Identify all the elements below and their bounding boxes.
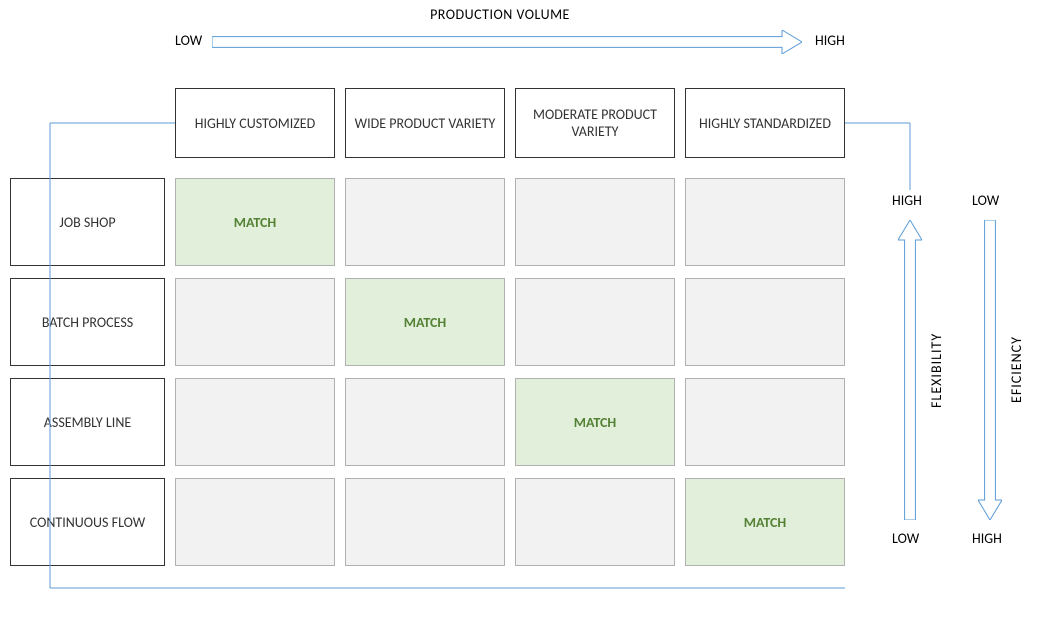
- row-header-1: BATCH PROCESS: [10, 278, 165, 366]
- data-cell-r3-c2: [515, 478, 675, 566]
- right-axis-1-bottom-label: HIGH: [972, 530, 1002, 547]
- data-cell-r1-c1: MATCH: [345, 278, 505, 366]
- column-header-0: HIGHLY CUSTOMIZED: [175, 88, 335, 158]
- data-cell-r2-c1: [345, 378, 505, 466]
- data-cell-r0-c2: [515, 178, 675, 266]
- column-header-2: MODERATE PRODUCT VARIETY: [515, 88, 675, 158]
- right-axis-0-title: FLEXIBILITY: [928, 280, 945, 460]
- data-cell-r1-c2: [515, 278, 675, 366]
- data-cell-r2-c3: [685, 378, 845, 466]
- column-header-3: HIGHLY STANDARDIZED: [685, 88, 845, 158]
- top-axis-high-label: HIGH: [815, 32, 845, 49]
- row-header-0: JOB SHOP: [10, 178, 165, 266]
- data-cell-r2-c0: [175, 378, 335, 466]
- top-axis-low-label: LOW: [175, 32, 202, 49]
- right-axis-0-arrow: [898, 220, 922, 520]
- data-cell-r3-c3: MATCH: [685, 478, 845, 566]
- top-axis-arrow: [212, 30, 802, 54]
- right-axis-1-top-label: LOW: [972, 192, 999, 209]
- right-axis-0-bottom-label: LOW: [892, 530, 919, 547]
- data-cell-r1-c0: [175, 278, 335, 366]
- data-cell-r3-c0: [175, 478, 335, 566]
- row-header-2: ASSEMBLY LINE: [10, 378, 165, 466]
- column-header-1: WIDE PRODUCT VARIETY: [345, 88, 505, 158]
- right-axis-1-title: EFICIENCY: [1008, 280, 1025, 460]
- right-axis-1-arrow: [978, 220, 1002, 520]
- data-cell-r3-c1: [345, 478, 505, 566]
- data-cell-r0-c0: MATCH: [175, 178, 335, 266]
- data-cell-r1-c3: [685, 278, 845, 366]
- data-cell-r0-c3: [685, 178, 845, 266]
- product-process-matrix: PRODUCTION VOLUME LOW HIGH HIGHLY CUSTOMIZE…: [0, 0, 1042, 635]
- row-header-3: CONTINUOUS FLOW: [10, 478, 165, 566]
- top-axis-title: PRODUCTION VOLUME: [300, 6, 700, 23]
- right-axis-0-top-label: HIGH: [892, 192, 922, 209]
- data-cell-r2-c2: MATCH: [515, 378, 675, 466]
- data-cell-r0-c1: [345, 178, 505, 266]
